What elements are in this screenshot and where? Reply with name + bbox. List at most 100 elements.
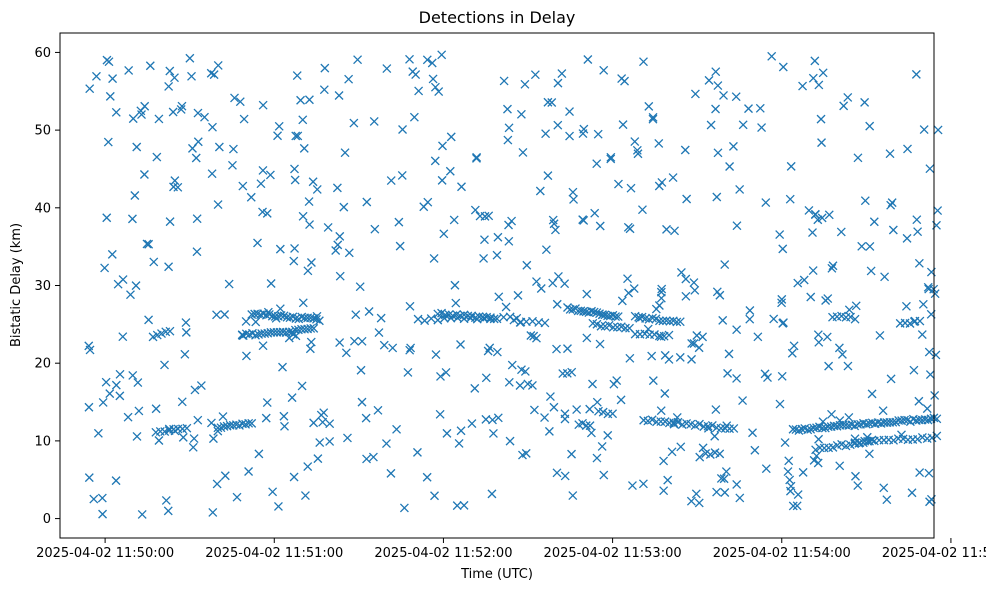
data-point (481, 373, 491, 383)
data-point (208, 507, 218, 517)
data-point (164, 262, 174, 272)
data-point (532, 333, 541, 343)
data-point (316, 410, 326, 420)
data-point (91, 71, 101, 81)
data-point (846, 312, 856, 322)
data-point (803, 425, 813, 435)
data-point (541, 245, 551, 255)
data-point (373, 405, 383, 415)
data-point (228, 144, 238, 154)
data-point (576, 306, 586, 316)
data-point (689, 278, 699, 288)
data-point (732, 479, 742, 489)
data-point (808, 73, 818, 83)
data-point (262, 398, 272, 408)
data-point (680, 145, 690, 155)
data-point (439, 229, 449, 239)
data-point (304, 95, 314, 105)
data-point (492, 347, 502, 357)
data-point (824, 210, 834, 220)
data-point (408, 67, 418, 77)
data-point (192, 247, 202, 257)
data-point (864, 449, 874, 459)
data-point (144, 315, 154, 325)
data-point (280, 421, 289, 431)
data-point (320, 63, 330, 73)
data-point (783, 467, 793, 477)
data-point (279, 411, 289, 421)
data-point (168, 107, 178, 117)
data-point (357, 336, 367, 346)
data-point (344, 248, 354, 258)
x-tick-label: 2025-04-02 11:55:00 (882, 546, 986, 561)
data-point (710, 431, 720, 441)
data-point (504, 123, 514, 133)
data-point (188, 143, 197, 153)
data-point (436, 371, 445, 381)
data-point (309, 418, 319, 428)
data-point (305, 220, 315, 230)
data-point (808, 228, 817, 237)
data-point (620, 76, 630, 86)
data-point (589, 307, 599, 317)
data-point (312, 311, 322, 321)
data-point (395, 241, 405, 251)
data-point (208, 122, 217, 132)
data-point (902, 233, 912, 243)
data-point (213, 60, 223, 70)
data-point (427, 58, 437, 68)
data-point (127, 214, 137, 224)
data-point (244, 467, 254, 476)
data-point (165, 66, 175, 76)
data-point (304, 197, 314, 207)
data-point (309, 323, 319, 333)
data-point (527, 381, 537, 390)
data-point (793, 490, 803, 500)
data-point (232, 492, 242, 502)
data-point (239, 114, 249, 124)
y-axis-label: Bistatic Delay (km) (9, 223, 24, 347)
data-point (732, 373, 742, 383)
data-point (191, 153, 201, 163)
data-point (828, 442, 838, 452)
data-point (273, 501, 283, 511)
data-point (608, 409, 618, 419)
data-point (925, 370, 935, 380)
data-point (489, 314, 499, 324)
data-point (394, 217, 404, 227)
data-point (651, 304, 661, 314)
data-point (625, 353, 635, 363)
data-point (133, 378, 143, 388)
data-point (102, 55, 112, 65)
data-point (246, 192, 256, 202)
data-point (888, 225, 898, 235)
data-point (579, 215, 589, 225)
data-point (794, 426, 804, 436)
data-point (507, 360, 517, 370)
data-point (467, 419, 477, 429)
data-point (912, 215, 922, 225)
data-point (880, 272, 890, 282)
data-point (923, 415, 933, 425)
data-point (540, 318, 550, 328)
data-point (287, 393, 297, 403)
data-point (177, 397, 187, 407)
data-point (623, 222, 633, 232)
data-point (303, 462, 313, 471)
data-point (606, 152, 616, 162)
data-point (907, 488, 917, 498)
data-point (654, 316, 664, 326)
data-point (149, 257, 159, 267)
data-point (665, 316, 675, 326)
y-tick-label: 20 (34, 357, 51, 372)
data-point (247, 418, 257, 428)
data-point (193, 108, 203, 118)
data-point (818, 68, 828, 78)
data-point (355, 282, 365, 292)
data-point (353, 55, 363, 65)
data-point (698, 332, 708, 342)
data-point (439, 313, 449, 323)
data-point (903, 144, 912, 154)
data-point (335, 231, 345, 241)
